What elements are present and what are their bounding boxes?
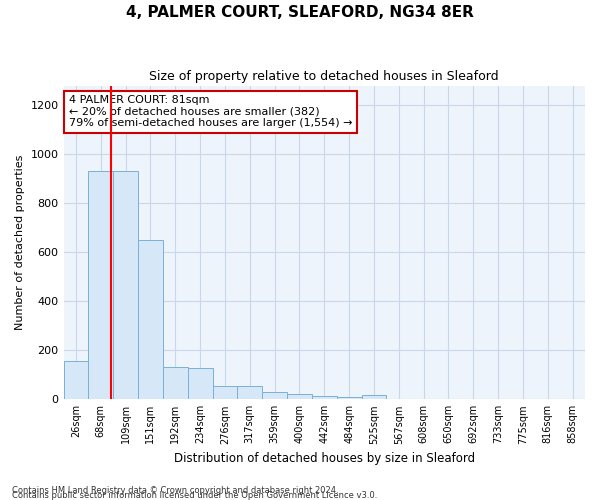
Bar xyxy=(88,172,113,400)
Y-axis label: Number of detached properties: Number of detached properties xyxy=(15,154,25,330)
Bar xyxy=(138,240,163,400)
Bar xyxy=(337,397,362,400)
Bar xyxy=(212,386,238,400)
Bar xyxy=(312,396,337,400)
Text: 4 PALMER COURT: 81sqm
← 20% of detached houses are smaller (382)
79% of semi-det: 4 PALMER COURT: 81sqm ← 20% of detached … xyxy=(69,95,352,128)
Text: Contains public sector information licensed under the Open Government Licence v3: Contains public sector information licen… xyxy=(12,491,377,500)
Text: 4, PALMER COURT, SLEAFORD, NG34 8ER: 4, PALMER COURT, SLEAFORD, NG34 8ER xyxy=(126,5,474,20)
Bar xyxy=(362,395,386,400)
Bar xyxy=(163,368,188,400)
Bar xyxy=(113,172,138,400)
Title: Size of property relative to detached houses in Sleaford: Size of property relative to detached ho… xyxy=(149,70,499,83)
Bar xyxy=(188,368,212,400)
Bar xyxy=(262,392,287,400)
Bar xyxy=(64,362,88,400)
Text: Contains HM Land Registry data © Crown copyright and database right 2024.: Contains HM Land Registry data © Crown c… xyxy=(12,486,338,495)
Bar xyxy=(238,386,262,400)
Bar xyxy=(287,394,312,400)
X-axis label: Distribution of detached houses by size in Sleaford: Distribution of detached houses by size … xyxy=(174,452,475,465)
